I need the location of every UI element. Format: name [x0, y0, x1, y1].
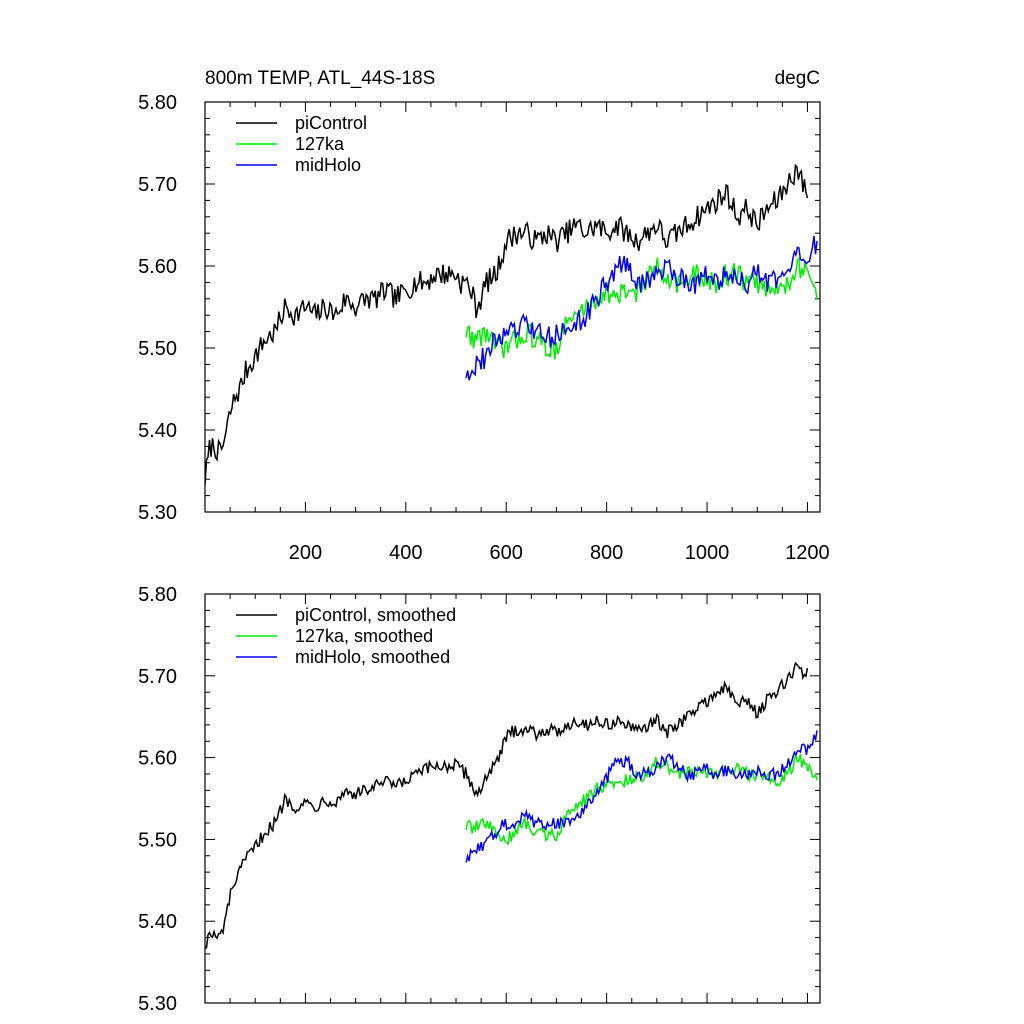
y-tick-label: 5.40	[138, 911, 177, 933]
y-tick-label: 5.50	[138, 829, 177, 851]
y-tick-label: 5.30	[138, 993, 177, 1015]
y-tick-label: 5.40	[138, 420, 177, 442]
y-tick-label: 5.70	[138, 666, 177, 688]
x-tick-label: 800	[590, 542, 623, 564]
legend-label: 127ka	[295, 134, 345, 154]
legend-label: midHolo, smoothed	[295, 647, 450, 667]
bottom-panel: 5.30 5.40 5.50 5.60 5.70 5.80 piControl, smoot…	[138, 584, 821, 1015]
series-line-midholo	[465, 235, 818, 381]
x-tick-label: 200	[289, 542, 322, 564]
x-tick-label: 400	[389, 542, 422, 564]
chart-title: 800m TEMP, ATL_44S-18S	[205, 68, 435, 89]
y-tick-label: 5.30	[138, 502, 177, 524]
plot-frame	[204, 101, 821, 513]
units-label: degC	[775, 68, 820, 89]
legend-label: 127ka, smoothed	[295, 626, 433, 646]
series-line-127ka	[465, 752, 818, 846]
legend-label: midHolo	[295, 155, 361, 175]
series-line-picontrol	[205, 163, 809, 486]
y-tick-label: 5.70	[138, 174, 177, 196]
y-tick-label: 5.60	[138, 748, 177, 770]
y-tick-label: 5.50	[138, 338, 177, 360]
series-line-picontrol	[205, 661, 809, 950]
y-tick-label: 5.80	[138, 584, 177, 606]
top-panel: 5.30 5.40 5.50 5.60 5.70 5.80 200 400 600 800 1000…	[138, 92, 830, 564]
series-line-midholo	[465, 730, 818, 863]
legend-label: piControl, smoothed	[295, 605, 456, 625]
x-tick-label: 600	[490, 542, 523, 564]
y-tick-label: 5.60	[138, 256, 177, 278]
y-tick-label: 5.80	[138, 92, 177, 114]
x-tick-label: 1000	[685, 542, 730, 564]
plot-frame	[204, 593, 821, 1004]
x-tick-label: 1200	[785, 542, 830, 564]
series-line-127ka	[465, 257, 818, 360]
legend-label: piControl	[295, 113, 367, 133]
